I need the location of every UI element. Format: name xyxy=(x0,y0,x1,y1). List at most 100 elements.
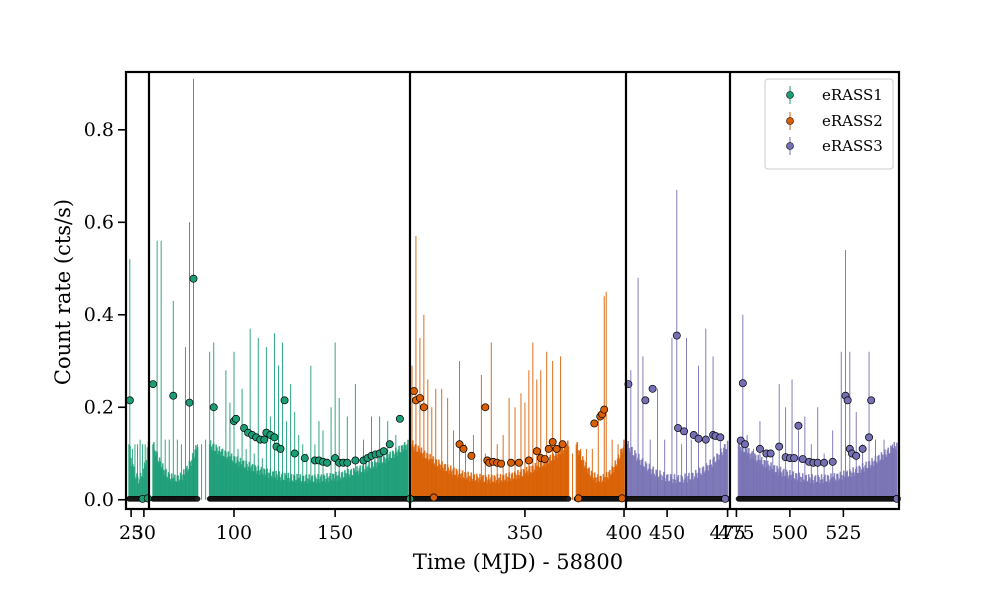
point-1-5 xyxy=(185,398,194,407)
point-3-7 xyxy=(694,434,703,443)
legend: eRASS1 eRASS2 eRASS3 xyxy=(764,78,894,170)
point-1-0 xyxy=(125,396,134,405)
point-1-39 xyxy=(385,440,394,449)
legend-label-2: eRASS2 xyxy=(822,112,883,130)
x-tick-label-2-1: 400 xyxy=(606,522,642,544)
error-bar-lines xyxy=(129,78,894,500)
point-3-5 xyxy=(680,427,688,436)
point-2-22 xyxy=(552,444,561,453)
point-3-4 xyxy=(674,424,682,433)
data-points xyxy=(125,274,901,503)
legend-marker-1 xyxy=(786,91,794,99)
zero-rate-markers xyxy=(126,496,900,502)
legend-label-1: eRASS1 xyxy=(822,86,883,104)
zero-marker-1-0-53 xyxy=(194,496,201,502)
point-1-6 xyxy=(189,274,198,283)
x-tick-label-0-0: 25 xyxy=(119,522,143,544)
x-tick-label-2-0: 350 xyxy=(507,522,543,544)
point-2-17 xyxy=(532,447,541,456)
point-1-7 xyxy=(209,403,218,412)
point-3-19 xyxy=(775,442,784,451)
point-3-15 xyxy=(741,440,749,449)
y-axis: 0.0 0.2 0.4 0.6 0.8 xyxy=(84,119,126,511)
point-3-29 xyxy=(828,457,837,466)
point-1-21 xyxy=(280,396,289,405)
point-1-31 xyxy=(343,458,352,467)
point-1-4 xyxy=(169,391,178,400)
point-2-19 xyxy=(540,455,549,464)
point-3-3 xyxy=(672,331,681,340)
point-1-40 xyxy=(395,414,404,423)
legend-entry-2: eRASS2 xyxy=(786,112,883,130)
point-2-14 xyxy=(507,458,516,467)
point-3-14 xyxy=(738,379,747,388)
x-tick-label-3-1: 475 xyxy=(709,522,745,544)
point-2-21 xyxy=(548,437,557,446)
point-2-25 xyxy=(590,419,599,428)
point-2-2 xyxy=(415,394,424,402)
legend-marker-2 xyxy=(786,117,794,125)
point-1-18 xyxy=(270,433,279,442)
point-3-2 xyxy=(648,384,657,393)
point-1-22 xyxy=(290,449,299,458)
point-2-0 xyxy=(410,387,418,396)
point-2-20 xyxy=(544,444,553,453)
point-2-3 xyxy=(419,403,428,412)
x-axis-label: Time (MJD) - 58800 xyxy=(413,550,623,574)
point-3-31 xyxy=(843,396,852,405)
point-3-22 xyxy=(790,454,799,463)
x-tick-label-4-1: 500 xyxy=(772,522,808,544)
point-3-28 xyxy=(820,458,829,467)
y-tick-label-0: 0.0 xyxy=(84,489,114,511)
point-2-6 xyxy=(459,444,468,453)
point-3-11 xyxy=(716,433,725,442)
x-tick-label-1-0: 100 xyxy=(216,522,252,544)
point-1-9 xyxy=(232,414,240,423)
legend-box xyxy=(764,78,894,170)
y-tick-label-2: 0.4 xyxy=(84,304,114,326)
x-tick-label-1-1: 150 xyxy=(317,522,353,544)
point-3-12 xyxy=(721,494,730,503)
point-1-15 xyxy=(260,435,269,444)
zero-marker-2-0-190 xyxy=(565,496,572,502)
point-2-7 xyxy=(467,451,476,460)
point-1-3 xyxy=(149,380,157,389)
point-2-16 xyxy=(524,456,533,465)
point-1-38 xyxy=(379,447,388,456)
point-3-34 xyxy=(852,451,861,460)
point-1-32 xyxy=(351,456,360,465)
point-3-1 xyxy=(641,396,650,405)
x-tick-label-3-0: 450 xyxy=(649,522,685,544)
point-3-18 xyxy=(766,449,775,458)
y-tick-label-1: 0.2 xyxy=(84,396,114,418)
point-2-4 xyxy=(429,493,438,502)
point-1-2 xyxy=(143,494,152,503)
point-3-23 xyxy=(794,421,803,430)
point-1-20 xyxy=(276,444,285,453)
y-axis-label: Count rate (cts/s) xyxy=(51,199,75,385)
y-tick-label-4: 0.8 xyxy=(84,119,114,141)
point-2-15 xyxy=(515,458,523,467)
legend-marker-3 xyxy=(786,142,794,150)
point-2-28 xyxy=(600,405,609,414)
plot-frame xyxy=(124,70,901,511)
point-3-35 xyxy=(858,444,867,453)
point-3-24 xyxy=(798,455,807,464)
point-2-24 xyxy=(574,494,583,503)
point-3-8 xyxy=(701,435,710,444)
legend-entry-1: eRASS1 xyxy=(786,86,883,104)
point-2-8 xyxy=(481,403,490,412)
point-2-29 xyxy=(618,494,626,503)
point-3-16 xyxy=(755,444,764,453)
legend-entry-3: eRASS3 xyxy=(786,137,883,155)
y-tick-label-3: 0.6 xyxy=(84,211,114,233)
point-1-27 xyxy=(323,458,331,467)
point-2-23 xyxy=(558,440,567,449)
panel-frames xyxy=(124,70,901,511)
point-3-36 xyxy=(865,433,874,442)
point-3-37 xyxy=(867,396,876,405)
x-tick-label-4-0: 475 xyxy=(718,522,754,544)
